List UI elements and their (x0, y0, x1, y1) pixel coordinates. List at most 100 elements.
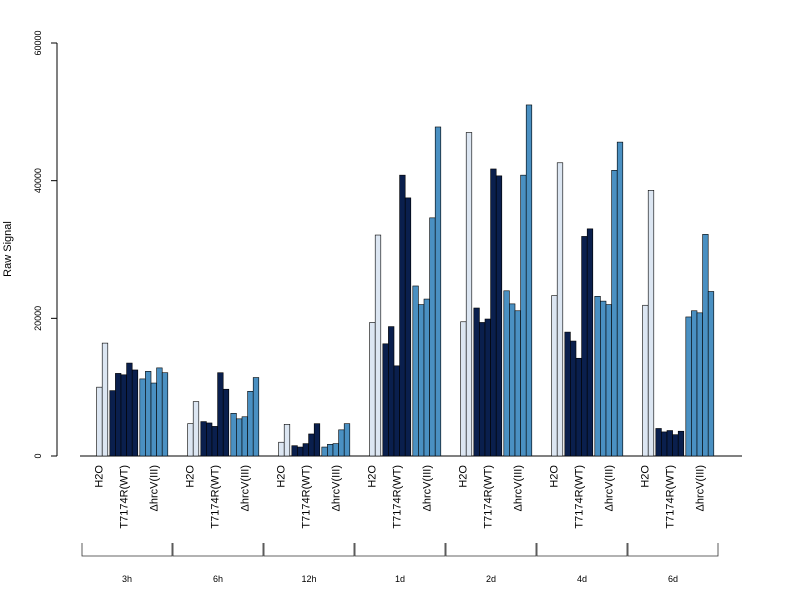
group-bracket (263, 543, 355, 557)
bar (611, 170, 618, 457)
bar (161, 372, 169, 457)
bar (247, 390, 254, 457)
bar (586, 228, 594, 457)
bar (115, 373, 122, 457)
category-label: ΔhrcV(III) (422, 465, 434, 511)
bar (200, 421, 207, 457)
bar (145, 371, 152, 457)
bar (570, 340, 577, 457)
bar (423, 298, 430, 457)
bar (702, 234, 709, 457)
bar (647, 190, 655, 457)
bar (388, 326, 395, 457)
category-label: T7174R(WT) (119, 465, 131, 529)
bar (551, 295, 558, 457)
bar (594, 296, 601, 457)
bar (241, 416, 248, 457)
bar (404, 197, 412, 457)
bar (369, 322, 376, 457)
bar (192, 401, 200, 457)
group-label: 6d (668, 574, 678, 584)
bar (126, 362, 133, 457)
bar (465, 132, 473, 457)
bar (490, 168, 497, 457)
category-label: T7174R(WT) (301, 465, 313, 529)
category-label: H2O (366, 465, 378, 488)
bar (520, 174, 527, 457)
category-label: H2O (639, 465, 651, 488)
category-label: T7174R(WT) (574, 465, 586, 529)
bar (691, 310, 698, 457)
bar (495, 175, 503, 457)
bar (677, 430, 685, 457)
bar (120, 374, 127, 457)
bar (616, 141, 624, 457)
y-tick-label: 0 (33, 453, 43, 458)
bar (302, 443, 309, 457)
bar (484, 318, 491, 457)
bar (131, 369, 139, 457)
bar (575, 357, 582, 457)
category-label: ΔhrcV(III) (695, 465, 707, 511)
group-bracket (627, 543, 719, 557)
group-label: 2d (486, 574, 496, 584)
bar (479, 322, 486, 457)
group-bracket (445, 543, 537, 557)
bar (672, 434, 679, 457)
bar (514, 310, 521, 457)
bar (412, 285, 419, 457)
category-label: T7174R(WT) (665, 465, 677, 529)
category-label: ΔhrcV(III) (604, 465, 616, 511)
bar (96, 386, 103, 457)
group-label: 3h (122, 574, 132, 584)
group-label: 4d (577, 574, 587, 584)
category-label: ΔhrcV(III) (240, 465, 252, 511)
bar (211, 426, 218, 457)
bar (278, 441, 285, 457)
bar (283, 424, 291, 457)
bar (139, 378, 146, 457)
y-axis-title: Raw Signal (2, 221, 14, 277)
y-axis: 0 20000 40000 60000 (33, 30, 58, 459)
group-bracket (536, 543, 628, 557)
category-label: T7174R(WT) (392, 465, 404, 529)
bar (321, 446, 328, 457)
category-label: H2O (457, 465, 469, 488)
category-label: T7174R(WT) (483, 465, 495, 529)
bar (581, 236, 588, 457)
bar (429, 217, 436, 457)
category-label: T7174R(WT) (210, 465, 222, 529)
bar (150, 382, 157, 457)
bar (382, 343, 389, 457)
category-label: ΔhrcV(III) (331, 465, 343, 511)
bar (434, 126, 442, 457)
bar (230, 413, 237, 457)
bar (399, 174, 406, 457)
bar (666, 430, 673, 457)
bar (393, 365, 400, 457)
bar (525, 104, 533, 457)
y-tick-label: 20000 (33, 306, 43, 331)
category-label: ΔhrcV(III) (149, 465, 161, 511)
bar (642, 304, 649, 457)
category-label: H2O (93, 465, 105, 488)
bar (707, 291, 715, 457)
bar (556, 162, 564, 457)
category-label: H2O (184, 465, 196, 488)
bar (101, 342, 109, 457)
group-bracket (354, 543, 446, 557)
bar (564, 331, 571, 457)
bar (236, 418, 243, 457)
bar (605, 304, 612, 457)
bar (187, 423, 194, 457)
category-label: H2O (548, 465, 560, 488)
group-bracket (172, 543, 264, 557)
bar (206, 422, 213, 457)
bar (222, 388, 230, 457)
bar (696, 312, 703, 457)
bar (338, 429, 345, 457)
bar (685, 316, 692, 457)
bar (332, 443, 339, 457)
bar (156, 367, 163, 457)
